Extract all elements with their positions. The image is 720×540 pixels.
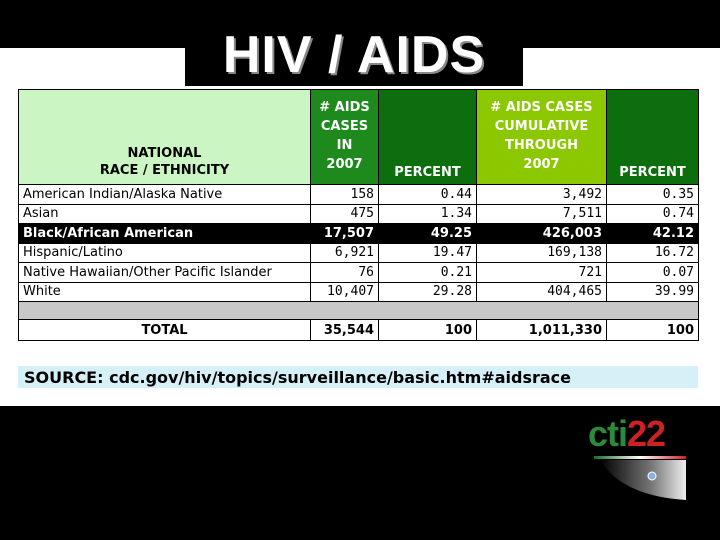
header-text: # AIDS CASES: [490, 100, 593, 116]
cumulative-cell: 721: [476, 262, 607, 283]
logo-text-cti: cti: [588, 413, 628, 454]
header-percent-cumulative: PERCENT: [606, 89, 699, 185]
cases-2007-cell: 10,407: [310, 281, 379, 302]
race-cell: Hispanic/Latino: [18, 242, 311, 263]
percent-cumulative-cell: 16.72: [606, 242, 699, 263]
source-text: SOURCE: cdc.gov/hiv/topics/surveillance/…: [24, 367, 571, 387]
percent-2007-cell: 29.28: [378, 281, 477, 302]
header-text: 2007: [326, 156, 363, 172]
cumulative-cell: 169,138: [476, 242, 607, 263]
header-cumulative: # AIDS CASES CUMULATIVE THROUGH 2007: [476, 89, 607, 185]
race-cell: Native Hawaiian/Other Pacific Islander: [18, 262, 311, 283]
header-text: IN: [336, 138, 353, 153]
header-text: THROUGH: [505, 138, 578, 153]
header-text: CUMULATIVE: [494, 119, 589, 135]
logo-text-22: 22: [627, 413, 666, 454]
total-cumulative: 1,011,330: [476, 319, 607, 341]
header-text: CASES: [320, 119, 369, 135]
percent-cumulative-cell: 39.99: [606, 281, 699, 302]
race-cell: Black/African American: [18, 223, 311, 244]
cases-2007-cell: 158: [310, 184, 379, 205]
table-row: Asian 475 1.34 7,511 0.74: [18, 203, 699, 224]
table-row: Hispanic/Latino 6,921 19.47 169,138 16.7…: [18, 242, 699, 263]
race-cell: Asian: [18, 203, 311, 224]
bottom-black-band: [0, 406, 720, 540]
spacer-cell: [18, 301, 699, 320]
race-cell: American Indian/Alaska Native: [18, 184, 311, 205]
logo-text: cti22: [588, 413, 666, 454]
header-text: # AIDS: [319, 100, 370, 116]
cti22-logo: cti22: [588, 416, 690, 502]
total-cases-2007: 35,544: [310, 319, 379, 341]
percent-2007-cell: 49.25: [378, 223, 477, 244]
cumulative-cell: 7,511: [476, 203, 607, 224]
race-cell: White: [18, 281, 311, 302]
table-row: Native Hawaiian/Other Pacific Islander 7…: [18, 262, 699, 283]
percent-cumulative-cell: 0.07: [606, 262, 699, 283]
header-aids-cases-2007: # AIDS CASES IN 2007: [310, 89, 379, 185]
header-race-line1: NATIONAL: [127, 146, 202, 162]
total-label: TOTAL: [18, 319, 311, 341]
table-row: American Indian/Alaska Native 158 0.44 3…: [18, 184, 699, 205]
cumulative-cell: 404,465: [476, 281, 607, 302]
cumulative-cell: 3,492: [476, 184, 607, 205]
percent-2007-cell: 19.47: [378, 242, 477, 263]
logo-emblem-icon: [594, 456, 686, 500]
header-percent-2007: PERCENT: [378, 89, 477, 185]
percent-cumulative-cell: 42.12: [606, 223, 699, 244]
percent-cumulative-cell: 0.74: [606, 203, 699, 224]
cases-2007-cell: 6,921: [310, 242, 379, 263]
cases-2007-cell: 17,507: [310, 223, 379, 244]
total-percent-cumulative: 100: [606, 319, 699, 341]
slide-title-box: HIV / AIDS: [185, 24, 523, 86]
percent-2007-cell: 0.21: [378, 262, 477, 283]
table-total-row: TOTAL 35,544 100 1,011,330 100: [18, 319, 699, 341]
header-race-ethnicity: NATIONAL RACE / ETHNICITY: [18, 89, 311, 185]
table-header-row: NATIONAL RACE / ETHNICITY # AIDS CASES I…: [18, 89, 699, 185]
total-percent-2007: 100: [378, 319, 477, 341]
cases-2007-cell: 76: [310, 262, 379, 283]
percent-2007-cell: 1.34: [378, 203, 477, 224]
percent-cumulative-cell: 0.35: [606, 184, 699, 205]
header-race-line2: RACE / ETHNICITY: [99, 163, 230, 179]
table-row: White 10,407 29.28 404,465 39.99: [18, 281, 699, 302]
aids-cases-table: NATIONAL RACE / ETHNICITY # AIDS CASES I…: [18, 89, 699, 341]
header-text: 2007: [523, 156, 560, 172]
table-spacer-row: [18, 301, 699, 320]
table-row-highlighted: Black/African American 17,507 49.25 426,…: [18, 223, 699, 244]
cases-2007-cell: 475: [310, 203, 379, 224]
percent-2007-cell: 0.44: [378, 184, 477, 205]
source-box: SOURCE: cdc.gov/hiv/topics/surveillance/…: [18, 366, 698, 388]
slide-title: HIV / AIDS: [222, 26, 486, 84]
cumulative-cell: 426,003: [476, 223, 607, 244]
